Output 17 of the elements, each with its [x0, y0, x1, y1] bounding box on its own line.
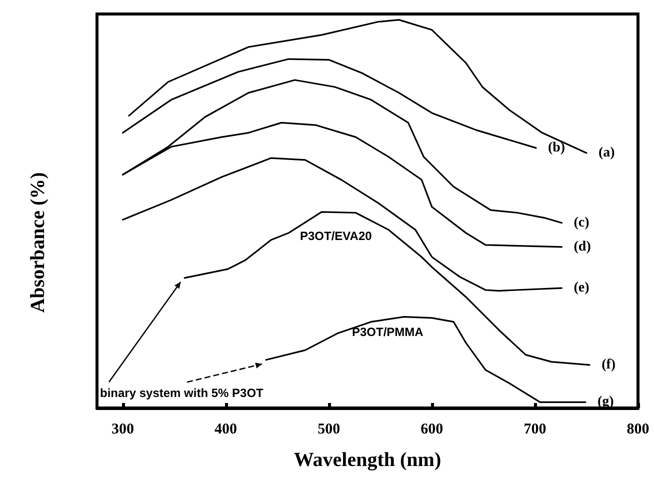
series-label: (f) [602, 357, 616, 372]
series-label: (c) [574, 215, 590, 230]
x-tick-label: 600 [420, 422, 444, 438]
series-label: (e) [574, 280, 590, 296]
x-tick-label: 400 [214, 422, 238, 438]
series-label: (b) [548, 140, 566, 156]
x-tick-label: 500 [318, 422, 340, 438]
annotation: P3OT/PMMA [352, 325, 424, 339]
x-tick-label: 700 [524, 422, 546, 438]
y-axis-title: Absorbance (%) [27, 172, 49, 313]
x-axis-title: Wavelength (nm) [294, 449, 442, 471]
series-label: (a) [598, 145, 616, 160]
annotation: binary system with 5% P3OT [100, 386, 264, 400]
x-tick-label: 800 [626, 422, 650, 438]
annotation: P3OT/EVA20 [300, 229, 372, 243]
x-tick-label: 300 [112, 422, 134, 438]
series-label: (d) [574, 239, 592, 254]
